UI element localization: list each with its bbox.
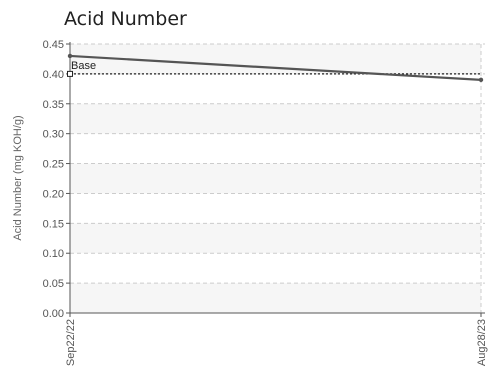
x-tick-label: Sep22/22	[65, 319, 77, 366]
plot-band	[70, 163, 481, 194]
series-line	[69, 54, 482, 81]
plot-band	[70, 103, 481, 134]
y-tick-labels: 0.00 0.05 0.10 0.15 0.20 0.25 0.30 0.35 0.40 0.45	[43, 39, 64, 320]
plot-band	[70, 223, 481, 254]
y-tick-label: 0.45	[43, 39, 64, 51]
y-tick-label: 0.25	[43, 159, 64, 171]
y-axis-label: Acid Number (mg KOH/g)	[12, 115, 24, 240]
data-point	[478, 77, 484, 83]
y-tick-label: 0.35	[43, 99, 64, 111]
plot-band	[70, 283, 481, 313]
baseline-group: Base	[67, 60, 481, 77]
baseline-marker	[67, 70, 73, 77]
x-tick-labels: Sep22/22 Aug28/23	[65, 319, 488, 366]
plot-bands	[70, 44, 481, 313]
y-tick-label: 0.30	[43, 129, 64, 141]
data-point	[67, 53, 73, 59]
y-tick-label: 0.00	[43, 308, 64, 320]
x-tick-label: Aug28/23	[476, 319, 488, 366]
chart-title: Acid Number	[64, 8, 187, 30]
series-group	[67, 53, 484, 83]
y-tick-label: 0.10	[43, 248, 64, 260]
y-tick-label: 0.40	[43, 69, 64, 81]
y-tick-label: 0.05	[43, 278, 64, 290]
y-tick-label: 0.15	[43, 218, 64, 230]
baseline-label: Base	[71, 60, 96, 72]
y-tick-label: 0.20	[43, 188, 64, 200]
plot-axes	[66, 42, 485, 317]
